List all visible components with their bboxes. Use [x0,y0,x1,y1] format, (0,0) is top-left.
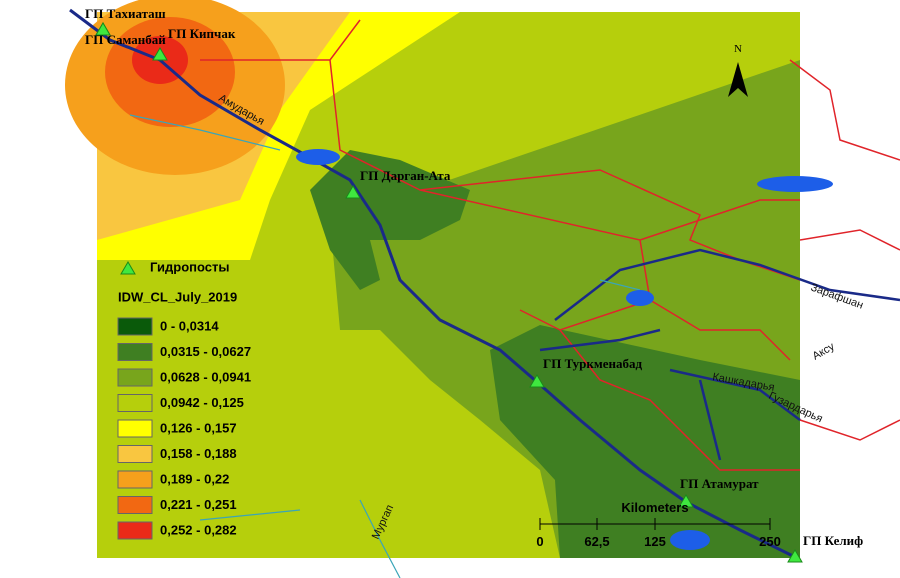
legend-swatch [117,317,153,336]
scale-label: 62,5 [584,534,609,549]
legend-triangle [120,261,136,275]
legend-label: 0 - 0,0314 [160,318,219,333]
river-label: Зарафшан [809,282,865,312]
lake [296,149,340,165]
station-marker [529,374,545,388]
north-arrow: N [728,43,748,97]
scale-label: 0 [536,534,543,549]
station-label: ГП Атамурат [680,476,759,491]
legend-swatch [117,521,153,540]
legend-swatch [117,496,153,514]
legend-label: 0,189 - 0,22 [160,471,229,486]
legend-swatch [117,445,153,463]
lake [757,176,833,192]
station-label: ГП Кипчак [168,26,236,41]
north-arrow-shape [728,62,748,97]
station-label: ГП Келиф [803,533,863,548]
north-label: N [734,43,742,55]
legend-label: 0,0628 - 0,0941 [160,369,251,384]
legend-label: 0,158 - 0,188 [160,446,237,461]
lake [626,290,654,306]
station-marker [678,494,694,508]
legend-label: 0,126 - 0,157 [160,420,237,435]
station-label: ГП Тахиаташ [85,6,166,21]
station-label: ГП Саманбай [85,32,166,47]
legend-station-label: Гидропосты [150,259,230,274]
station-marker [152,47,168,61]
station-label: ГП Дарган-Ата [360,168,451,183]
legend: Гидропосты IDW_CL_July_2019 0 - 0,0314 0,… [117,259,251,540]
legend-swatch [117,470,153,489]
river [69,8,796,559]
legend-swatch [117,394,153,412]
river [539,248,900,461]
legend-swatch [117,419,153,438]
scale-label: 250 [759,534,781,549]
river-label: Аксу [811,340,838,362]
legend-swatch [117,368,153,387]
station-marker [787,549,803,563]
map-lines [69,8,900,578]
scale-label: 125 [644,534,666,549]
zone [310,150,470,290]
legend-label: 0,252 - 0,282 [160,522,237,537]
legend-label: 0,221 - 0,251 [160,497,237,512]
scale-bar: Kilometers 0 62,5 125 250 [536,500,780,549]
zone [490,325,800,558]
legend-label: 0,0315 - 0,0627 [160,344,251,359]
station-marker [95,22,111,36]
legend-label: 0,0942 - 0,125 [160,395,244,410]
stream [129,114,641,578]
stations: ГП Тахиаташ ГП Саманбай ГП Кипчак ГП Дарган… [85,6,863,563]
legend-title: IDW_CL_July_2019 [118,289,237,304]
legend-swatch [117,343,153,361]
station-label: ГП Туркменабад [543,356,642,371]
scale-title: Kilometers [621,500,688,515]
station-marker [345,185,361,199]
lake [670,530,710,550]
